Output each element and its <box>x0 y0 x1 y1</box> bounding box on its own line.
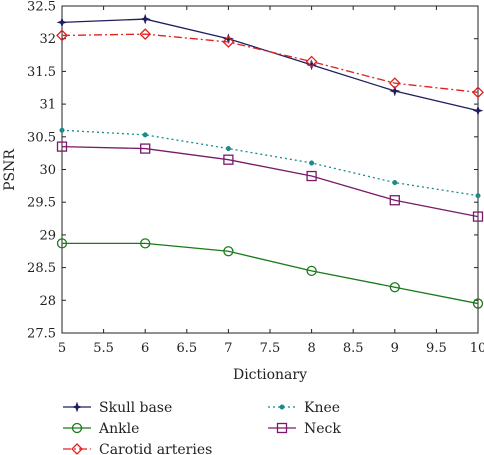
plot-area <box>61 5 479 334</box>
legend-label-carotid-arteries: Carotid arteries <box>99 442 212 455</box>
y-tick-label: 30.5 <box>27 130 56 145</box>
data-point-ankle <box>472 298 484 309</box>
x-tick-label: 10 <box>470 341 484 356</box>
legend-item-neck: Neck <box>268 421 341 437</box>
series-knee <box>59 127 481 199</box>
legend-label-neck: Neck <box>304 421 341 437</box>
series-line-skull-base <box>61 18 479 112</box>
y-tick-label: 31.5 <box>27 65 56 80</box>
series-line-carotid-arteries <box>61 33 479 93</box>
x-tick-label: 6 <box>141 341 149 356</box>
x-tick-label: 7.5 <box>260 341 281 356</box>
data-point-carotid-arteries <box>472 86 484 99</box>
legend-marker-knee <box>279 404 285 410</box>
legend-item-knee: Knee <box>268 400 340 416</box>
series-skull-base <box>56 13 484 117</box>
y-tick-label: 32.5 <box>27 0 56 15</box>
y-tick-label: 32 <box>39 32 56 47</box>
legend-label-skull-base: Skull base <box>99 400 172 416</box>
data-point-neck <box>223 154 234 165</box>
data-point-ankle <box>140 238 151 249</box>
data-point-carotid-arteries <box>56 29 68 42</box>
x-tick-label: 8 <box>307 341 315 356</box>
data-point-carotid-arteries <box>139 28 152 41</box>
legend-marker-neck <box>276 422 288 434</box>
series-layer <box>56 13 484 309</box>
legend-marker-carotid-arteries <box>71 443 83 455</box>
y-tick-label: 29.5 <box>27 196 56 211</box>
x-tick-label: 9.5 <box>426 341 447 356</box>
data-point-neck <box>140 143 151 154</box>
x-axis-label: Dictionary <box>233 367 307 383</box>
legend-item-ankle: Ankle <box>63 421 139 437</box>
y-tick-label: 28.5 <box>27 261 56 276</box>
legend-item-carotid-arteries: Carotid arteries <box>63 442 212 455</box>
data-point-ankle <box>306 265 317 277</box>
series-line-ankle <box>62 242 479 305</box>
data-point-knee <box>59 127 65 133</box>
x-axis-ticks: 5 5.5 6 6.5 7 7.5 8 8.5 9 9.5 10 <box>58 6 484 356</box>
y-tick-label: 27.5 <box>27 327 56 342</box>
series-neck <box>56 141 484 222</box>
data-point-carotid-arteries <box>388 77 401 90</box>
data-point-knee <box>309 160 315 166</box>
data-point-skull-base <box>389 85 401 97</box>
x-tick-label: 6.5 <box>176 341 197 356</box>
data-point-skull-base <box>56 16 68 28</box>
y-tick-label: 31 <box>39 98 56 113</box>
series-line-knee <box>61 129 479 197</box>
plot-frame <box>61 5 479 334</box>
data-point-knee <box>475 193 481 199</box>
x-tick-label: 7 <box>224 341 232 356</box>
series-carotid-arteries <box>56 28 484 99</box>
legend: Skull base Ankle Carotid arteries Knee Neck <box>63 400 341 455</box>
legend-item-skull-base: Skull base <box>63 400 172 416</box>
data-point-ankle <box>223 246 234 257</box>
legend-label-knee: Knee <box>304 400 340 416</box>
legend-label-ankle: Ankle <box>98 421 139 437</box>
x-tick-label: 5.5 <box>93 341 114 356</box>
data-point-knee <box>392 180 398 186</box>
data-point-ankle <box>389 282 400 293</box>
data-point-skull-base <box>472 105 484 117</box>
data-point-ankle <box>56 238 68 249</box>
data-point-neck <box>472 211 484 222</box>
series-ankle <box>56 238 484 309</box>
data-point-skull-base <box>139 13 151 25</box>
data-point-skull-base <box>222 33 234 45</box>
y-axis-ticks: 27.5 28 28.5 29 29.5 30 30.5 31 31.5 32 32.5 <box>27 0 478 342</box>
y-tick-label: 29 <box>39 228 56 243</box>
legend-marker-ankle <box>71 422 83 434</box>
data-point-carotid-arteries <box>222 36 235 48</box>
data-point-knee <box>142 132 148 138</box>
legend-marker-skull-base <box>71 401 83 413</box>
data-point-neck <box>389 195 400 206</box>
x-tick-label: 8.5 <box>343 341 364 356</box>
y-axis-label: PSNR <box>2 149 18 191</box>
data-point-carotid-arteries <box>305 55 318 68</box>
y-tick-label: 30 <box>39 163 56 178</box>
series-line-neck <box>61 145 479 218</box>
x-tick-label: 5 <box>58 341 66 356</box>
data-point-knee <box>225 146 231 152</box>
y-tick-label: 28 <box>39 294 56 309</box>
data-point-neck <box>56 141 68 152</box>
x-tick-label: 9 <box>391 341 399 356</box>
data-point-neck <box>306 170 317 182</box>
